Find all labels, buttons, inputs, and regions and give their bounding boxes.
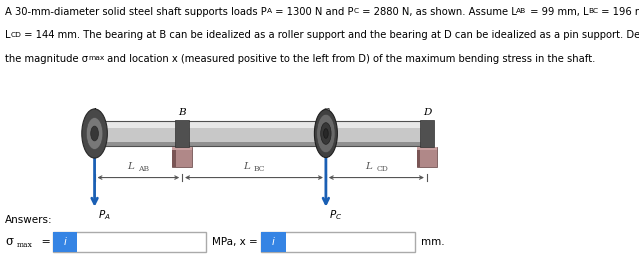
Bar — [95, 142, 427, 146]
Bar — [172, 147, 192, 167]
Bar — [95, 121, 427, 146]
Text: =: = — [38, 237, 51, 247]
Text: Answers:: Answers: — [5, 215, 53, 225]
Bar — [172, 147, 176, 167]
Text: AB: AB — [516, 8, 527, 14]
Bar — [172, 147, 192, 150]
Text: max: max — [17, 241, 33, 249]
Ellipse shape — [323, 129, 328, 138]
Text: σ: σ — [5, 235, 13, 248]
Text: L: L — [366, 162, 372, 171]
Text: BC: BC — [254, 165, 265, 173]
Text: A: A — [267, 8, 272, 14]
Text: $P_A$: $P_A$ — [98, 208, 111, 222]
Text: C: C — [353, 8, 358, 14]
Text: C: C — [322, 108, 330, 117]
Ellipse shape — [86, 117, 103, 150]
Text: AB: AB — [138, 165, 150, 173]
Text: i: i — [64, 237, 66, 247]
Bar — [53, 232, 77, 252]
Text: mm.: mm. — [421, 237, 445, 247]
Text: = 2880 N, as shown. Assume L: = 2880 N, as shown. Assume L — [358, 7, 516, 17]
Text: MPa, x =: MPa, x = — [212, 237, 258, 247]
Text: B: B — [178, 108, 186, 117]
Text: L: L — [5, 30, 11, 40]
Text: i: i — [272, 237, 275, 247]
Text: CD: CD — [11, 32, 22, 37]
Bar — [261, 232, 286, 252]
Ellipse shape — [317, 114, 335, 153]
Text: A 30-mm-diameter solid steel shaft supports loads P: A 30-mm-diameter solid steel shaft suppo… — [5, 7, 267, 17]
Text: $P_C$: $P_C$ — [329, 208, 343, 222]
Bar — [417, 147, 437, 167]
Text: L: L — [127, 162, 134, 171]
Text: BC: BC — [588, 8, 598, 14]
Bar — [175, 120, 189, 147]
Text: = 99 mm, L: = 99 mm, L — [527, 7, 588, 17]
Bar — [53, 232, 206, 252]
Text: = 144 mm. The bearing at B can be idealized as a roller support and the bearing : = 144 mm. The bearing at B can be ideali… — [22, 30, 639, 40]
Text: = 1300 N and P: = 1300 N and P — [272, 7, 353, 17]
Bar — [420, 120, 434, 147]
Text: CD: CD — [376, 165, 389, 173]
Ellipse shape — [82, 109, 107, 158]
Ellipse shape — [314, 109, 337, 158]
Ellipse shape — [91, 126, 98, 141]
Bar — [95, 121, 427, 146]
Bar — [417, 147, 420, 167]
Text: D: D — [422, 108, 431, 117]
Bar — [417, 147, 437, 150]
Text: the magnitude σ: the magnitude σ — [5, 54, 88, 64]
Bar — [95, 122, 427, 128]
Text: max: max — [88, 55, 105, 61]
Text: = 196 mm, and: = 196 mm, and — [598, 7, 639, 17]
Ellipse shape — [321, 123, 331, 144]
Bar — [261, 232, 415, 252]
Text: and location x (measured positive to the left from D) of the maximum bending str: and location x (measured positive to the… — [105, 54, 596, 64]
Text: A: A — [91, 108, 98, 117]
Text: L: L — [243, 162, 250, 171]
